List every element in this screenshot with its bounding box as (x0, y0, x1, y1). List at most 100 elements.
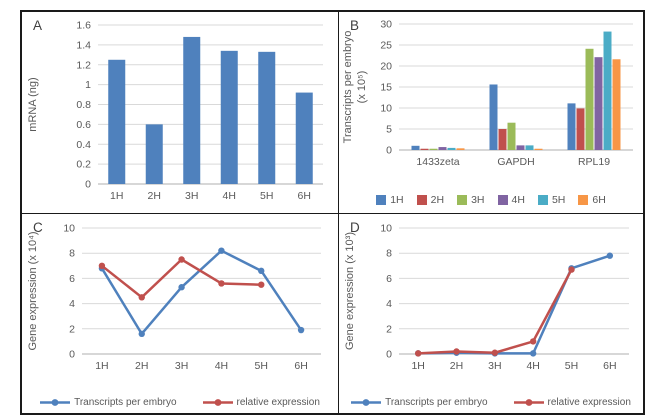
legend-item: 1H (376, 194, 404, 206)
x-tick-label: RPL19 (578, 156, 610, 168)
data-point-marker (297, 326, 305, 334)
panel-b-grouped-bar-chart: 0 5 10 15 20 25 30 Transcripts per embryo (x 10⁵… (342, 19, 633, 168)
panel-a-bar-chart: 0 0.2 0.4 0.6 0.8 1 1.2 1.4 1.6 mRNA (ng) 1H 2H 3H 4H… (27, 20, 323, 202)
legend-item: 6H (578, 194, 606, 206)
legend-item: relative expression (202, 397, 320, 408)
y-tick-label: 6 (386, 273, 392, 285)
bar (108, 59, 126, 184)
y-axis-title: Gene expression (x 10³) (344, 232, 356, 350)
y-tick-label: 0.6 (76, 119, 91, 131)
bar (507, 122, 516, 150)
bar (220, 50, 238, 185)
bar (456, 148, 465, 150)
x-tick-label: 1H (411, 360, 424, 372)
bar (447, 147, 456, 150)
panel-b-label: B (350, 18, 360, 33)
y-tick-label: 1 (85, 79, 91, 91)
y-tick-label: 1.2 (76, 59, 91, 71)
y-tick-label: 0 (85, 179, 91, 191)
bar (525, 145, 534, 150)
data-point-marker (491, 349, 499, 356)
line-series (418, 268, 573, 355)
y-tick-label: 10 (380, 223, 392, 235)
legend-swatch-icon (537, 195, 548, 205)
x-tick-label: 1H (110, 190, 123, 202)
data-point-marker (178, 256, 185, 263)
y-tick-label: 4 (386, 298, 392, 310)
y-tick-label: 2 (69, 323, 75, 335)
bar (594, 57, 603, 150)
legend-item: Transcripts per embryo (40, 397, 177, 408)
bar (567, 103, 576, 150)
data-point-marker (138, 330, 145, 338)
y-axis-title-line2: (x 10⁵) (356, 71, 368, 104)
x-tick-label: 5H (565, 360, 578, 372)
x-tick-label: 2H (135, 360, 148, 372)
y-tick-label: 20 (380, 61, 392, 73)
bar (438, 147, 447, 150)
bar (420, 148, 429, 150)
legend-label: Transcripts per embryo (385, 397, 488, 408)
bar (429, 148, 438, 150)
data-point-marker (258, 281, 265, 288)
legend-label: 5H (551, 194, 566, 206)
legend-label: relative expression (547, 397, 631, 408)
bar (411, 145, 420, 150)
y-axis-title: mRNA (ng) (27, 77, 39, 131)
data-point-marker (529, 338, 537, 345)
y-tick-label: 4 (69, 298, 75, 310)
y-tick-label: 5 (386, 124, 392, 136)
y-tick-label: 1.6 (76, 20, 91, 32)
y-tick-label: 0.4 (76, 139, 91, 151)
legend-item: Transcripts per embryo (351, 397, 488, 408)
x-tick-label: 3H (175, 360, 188, 372)
line-series (418, 254, 611, 355)
bar (145, 124, 163, 184)
panel-d-legend: Transcripts per embryo relative expressio… (339, 397, 643, 408)
legend-line-marker-icon (202, 399, 233, 406)
x-tick-label: GAPDH (497, 156, 534, 168)
y-axis-title: Gene expression (x 10⁴) (27, 231, 39, 350)
panel-c-line-chart: 0 2 4 6 8 10 Gene expression (x 10⁴) 1H 2H 3H 4H 5H… (27, 223, 321, 372)
bar (603, 31, 612, 151)
x-tick-label: 3H (488, 360, 501, 372)
y-tick-label: 10 (380, 103, 392, 115)
legend-item: relative expression (513, 397, 631, 408)
x-tick-label: 6H (294, 360, 307, 372)
y-tick-label: 30 (380, 19, 392, 31)
x-tick-label: 6H (603, 360, 616, 372)
bar (612, 59, 621, 150)
panel-d-label: D (350, 220, 361, 235)
x-tick-label: 4H (526, 360, 539, 372)
x-tick-label: 4H (215, 360, 228, 372)
x-tick-label: 1H (95, 360, 108, 372)
x-tick-label: 3H (185, 190, 198, 202)
line-series (100, 249, 303, 336)
bar (534, 148, 543, 150)
y-tick-label: 6 (69, 273, 75, 285)
legend-line-marker-icon (40, 399, 71, 406)
panel-a: A 0 0.2 0.4 0.6 0.8 1 1.2 1.4 1.6 mRNA (ng) 1H 2H 3H… (22, 12, 339, 214)
legend-label: 3H (471, 194, 485, 206)
legend-label: 4H (511, 194, 525, 206)
data-point-marker (568, 266, 575, 273)
panel-c: C 0 2 4 6 8 10 Gene expression (x 10⁴) 1H 2H 3H 4H… (22, 214, 339, 413)
y-tick-label: 25 (380, 40, 392, 52)
y-tick-label: 0.2 (76, 159, 91, 171)
legend-swatch-icon (376, 195, 387, 205)
x-tick-label: 2H (148, 190, 161, 202)
bar (498, 129, 507, 150)
x-tick-label: 2H (450, 360, 463, 372)
y-tick-label: 15 (380, 82, 392, 94)
legend-item: 4H (497, 194, 525, 206)
y-tick-label: 0 (386, 145, 392, 157)
bar (258, 51, 276, 184)
data-point-marker (218, 247, 225, 254)
legend-label: relative expression (236, 397, 320, 408)
legend-label: 6H (592, 194, 606, 206)
legend-line-marker-icon (351, 399, 382, 406)
bar (489, 84, 498, 150)
data-point-marker (453, 348, 460, 355)
data-point-marker (218, 280, 225, 287)
